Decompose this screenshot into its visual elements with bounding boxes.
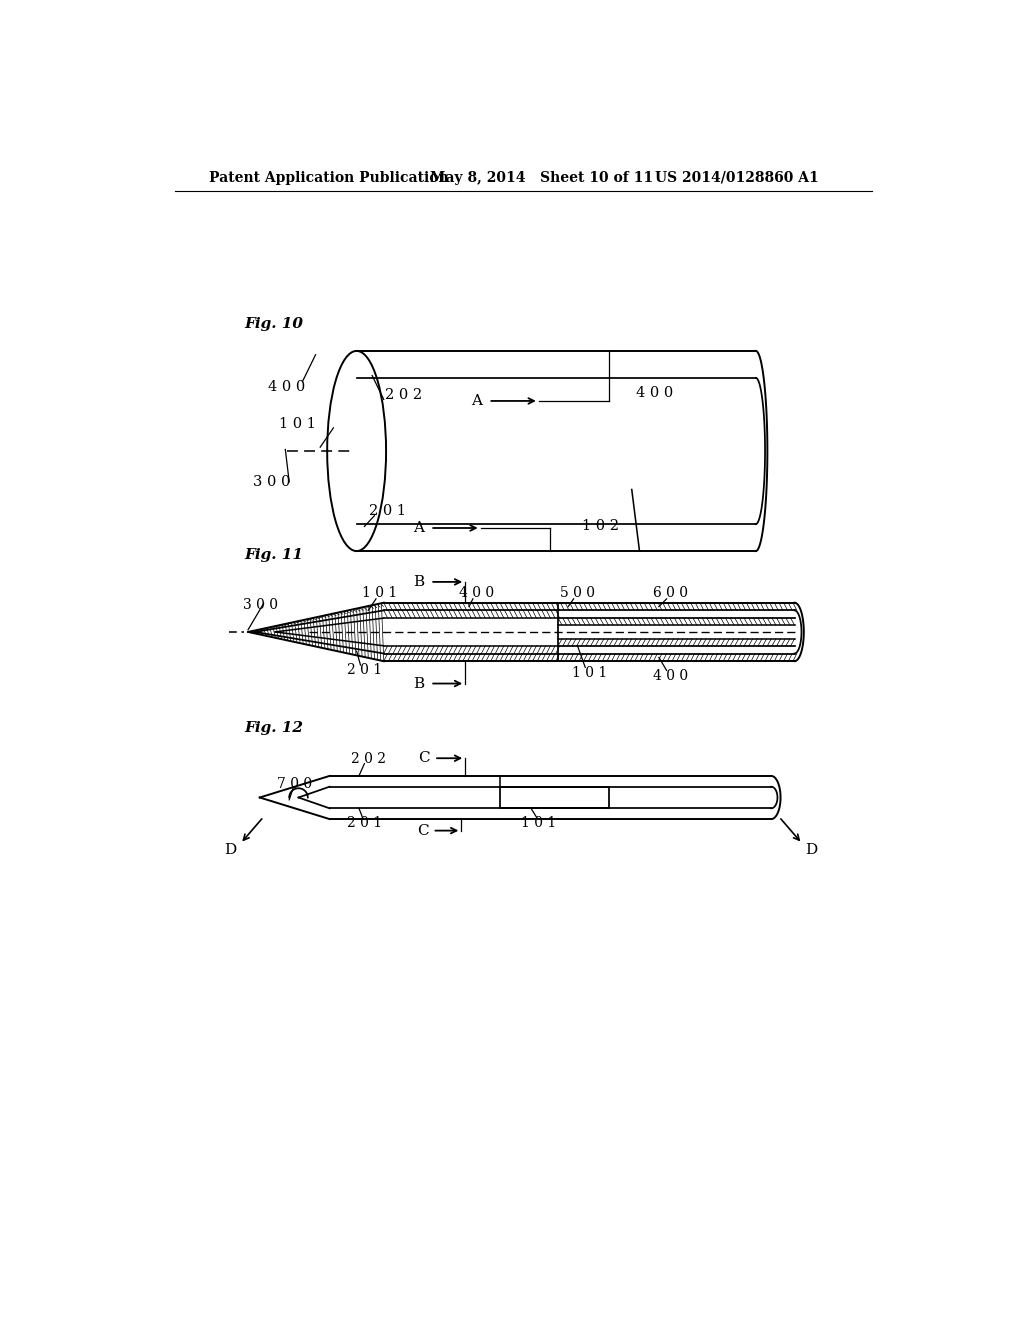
Text: 5 0 0: 5 0 0	[560, 586, 595, 601]
Text: 4 0 0: 4 0 0	[653, 669, 688, 682]
Text: Fig. 10: Fig. 10	[245, 317, 303, 331]
Text: C: C	[418, 751, 430, 766]
Text: 2 0 1: 2 0 1	[347, 664, 382, 677]
Text: 1 0 1: 1 0 1	[571, 665, 607, 680]
Text: 1 0 1: 1 0 1	[521, 816, 556, 830]
Text: D: D	[224, 843, 237, 857]
Text: US 2014/0128860 A1: US 2014/0128860 A1	[655, 170, 819, 185]
Text: May 8, 2014   Sheet 10 of 11: May 8, 2014 Sheet 10 of 11	[430, 170, 653, 185]
Text: D: D	[806, 843, 818, 857]
Text: 6 0 0: 6 0 0	[653, 586, 688, 601]
Bar	[500, 787, 608, 808]
Text: 3 0 0: 3 0 0	[253, 475, 290, 488]
Text: Patent Application Publication: Patent Application Publication	[209, 170, 449, 185]
Text: Fig. 11: Fig. 11	[245, 548, 303, 562]
Text: A: A	[413, 521, 424, 535]
Text: A: A	[471, 393, 482, 408]
Text: 4 0 0: 4 0 0	[636, 387, 674, 400]
Text: 2 0 2: 2 0 2	[351, 752, 386, 766]
Text: 2 0 2: 2 0 2	[385, 388, 422, 401]
Text: 7 0 0: 7 0 0	[278, 776, 312, 791]
Text: 1 0 2: 1 0 2	[583, 520, 620, 533]
Text: 2 0 1: 2 0 1	[369, 504, 407, 517]
Text: 3 0 0: 3 0 0	[243, 598, 278, 612]
Text: B: B	[413, 576, 424, 589]
Text: 4 0 0: 4 0 0	[268, 380, 305, 395]
Text: 1 0 1: 1 0 1	[279, 417, 315, 432]
Text: B: B	[413, 677, 424, 690]
Text: 1 0 1: 1 0 1	[362, 586, 397, 601]
Text: Fig. 12: Fig. 12	[245, 721, 303, 735]
Text: 2 0 1: 2 0 1	[347, 816, 382, 830]
Text: 4 0 0: 4 0 0	[459, 586, 495, 601]
Text: C: C	[417, 824, 428, 838]
